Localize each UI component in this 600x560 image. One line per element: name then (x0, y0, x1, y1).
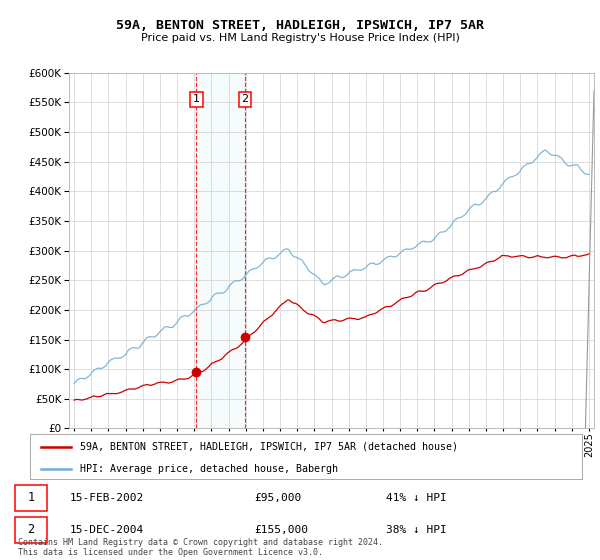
Text: 15-DEC-2004: 15-DEC-2004 (70, 525, 144, 535)
Text: Contains HM Land Registry data © Crown copyright and database right 2024.
This d: Contains HM Land Registry data © Crown c… (18, 538, 383, 557)
Text: 2: 2 (28, 523, 35, 536)
Text: £155,000: £155,000 (254, 525, 308, 535)
Text: HPI: Average price, detached house, Babergh: HPI: Average price, detached house, Babe… (80, 464, 338, 474)
Text: 59A, BENTON STREET, HADLEIGH, IPSWICH, IP7 5AR: 59A, BENTON STREET, HADLEIGH, IPSWICH, I… (116, 18, 484, 32)
Text: 38% ↓ HPI: 38% ↓ HPI (386, 525, 447, 535)
FancyBboxPatch shape (15, 485, 47, 511)
Text: Price paid vs. HM Land Registry's House Price Index (HPI): Price paid vs. HM Land Registry's House … (140, 33, 460, 43)
Bar (196, 73, 245, 428)
Text: 59A, BENTON STREET, HADLEIGH, IPSWICH, IP7 5AR (detached house): 59A, BENTON STREET, HADLEIGH, IPSWICH, I… (80, 441, 458, 451)
Text: 2: 2 (241, 95, 248, 105)
Text: 15-FEB-2002: 15-FEB-2002 (70, 493, 144, 503)
Text: 1: 1 (28, 491, 35, 505)
FancyBboxPatch shape (15, 517, 47, 543)
Text: £95,000: £95,000 (254, 493, 301, 503)
Text: 41% ↓ HPI: 41% ↓ HPI (386, 493, 447, 503)
Text: 1: 1 (193, 95, 200, 105)
